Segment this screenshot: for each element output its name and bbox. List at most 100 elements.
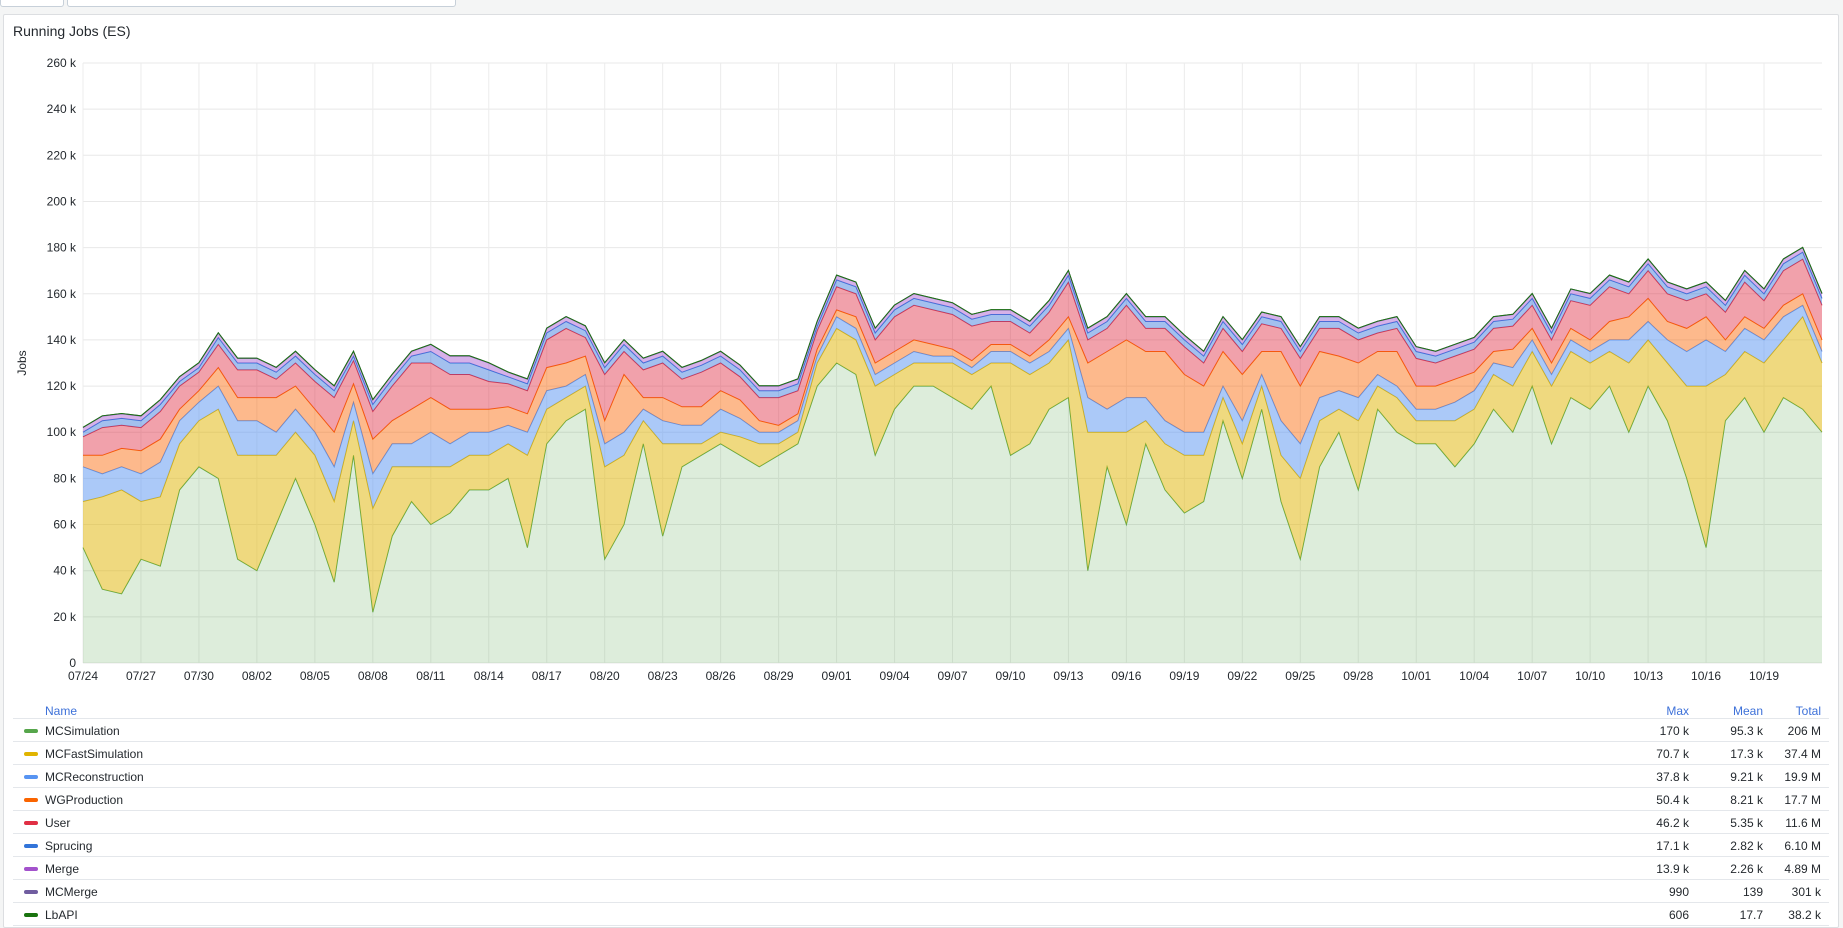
legend-row[interactable]: MCFastSimulation 70.7 k 17.3 k 37.4 M [13,742,1829,765]
x-tick-label: 10/07 [1517,669,1547,683]
legend-mean: 17.3 k [1730,747,1763,761]
x-tick-label: 08/14 [474,669,504,683]
y-tick-label: 160 k [47,287,77,301]
x-tick-label: 08/05 [300,669,330,683]
x-tick-label: 09/04 [880,669,910,683]
y-tick-label: 240 k [47,102,77,116]
legend-total: 38.2 k [1788,908,1821,922]
area-wgproduction [83,293,1822,474]
x-tick-label: 09/28 [1343,669,1373,683]
legend-row[interactable]: MCReconstruction 37.8 k 9.21 k 19.9 M [13,765,1829,788]
x-tick-label: 08/26 [706,669,736,683]
x-tick-label: 08/23 [648,669,678,683]
legend-header-mean[interactable]: Mean [1732,704,1763,718]
x-tick-label: 08/20 [590,669,620,683]
legend-header: Name Max Mean Total [13,699,1829,719]
legend-mean: 5.35 k [1730,816,1763,830]
search-input[interactable] [67,0,456,7]
x-tick-label: 09/16 [1111,669,1141,683]
x-tick-label: 10/16 [1691,669,1721,683]
line-user [82,258,1823,438]
legend-max: 606 [1668,908,1689,922]
chart-panel: Running Jobs (ES) 0 20 k 40 k 60 k 80 k 100 k… [3,14,1839,928]
y-tick-label: 40 k [53,564,77,578]
legend-series-name[interactable]: MCReconstruction [45,770,144,784]
area-mcreconstruction [83,305,1822,509]
legend-row[interactable]: LbAPI 606 17.7 38.2 k [13,903,1829,926]
legend-max: 990 [1668,885,1689,899]
x-tick-label: 09/10 [995,669,1025,683]
line-lbapi [82,246,1823,428]
legend-total: 301 k [1791,885,1821,899]
legend-series-name[interactable]: Merge [45,862,80,876]
legend-series-name[interactable]: User [45,816,71,830]
area-mcsimulation [83,363,1822,663]
line-wgproduction [83,293,1823,456]
y-tick-label: 180 k [47,241,77,255]
legend-row[interactable]: Sprucing 17.1 k 2.82 k 6.10 M [13,834,1829,857]
legend-total: 37.4 M [1784,747,1821,761]
x-tick-label: 08/11 [416,669,445,683]
legend-total: 17.7 M [1784,793,1821,807]
x-tick-label: 08/29 [764,669,794,683]
x-tick-label: 09/19 [1169,669,1199,683]
legend-max: 170 k [1659,724,1689,738]
legend-swatch [24,867,38,871]
legend-header-max[interactable]: Max [1666,704,1689,718]
legend-row[interactable]: User 46.2 k 5.35 k 11.6 M [13,811,1829,834]
x-tick-label: 07/27 [126,669,156,683]
legend-row[interactable]: MCSimulation 170 k 95.3 k 206 M [13,719,1829,742]
y-tick-label: 100 k [47,425,77,439]
top-toolbar [0,0,1843,12]
legend-header-name[interactable]: Name [45,704,78,718]
panel-title[interactable]: Running Jobs (ES) [13,23,131,39]
legend-swatch [24,913,38,917]
legend-swatch [24,752,38,756]
area-sprucing [83,252,1822,437]
legend-swatch [24,821,38,825]
stacked-area-chart: 0 20 k 40 k 60 k 80 k 100 k 120 k 140 k 160 k 180… [15,56,1823,683]
legend-swatch [24,844,38,848]
line-sprucing [82,251,1823,433]
y-axis-label: Jobs [15,350,29,375]
legend-series-name[interactable]: Sprucing [45,839,93,853]
line-mcreconstruction [82,304,1823,476]
legend-mean: 95.3 k [1730,724,1763,738]
x-tick-label: 10/04 [1459,669,1489,683]
legend-series-name[interactable]: LbAPI [45,908,78,922]
legend-mean: 2.82 k [1730,839,1763,853]
legend-max: 17.1 k [1656,839,1689,853]
legend-row[interactable]: Merge 13.9 k 2.26 k 4.89 M [13,857,1829,880]
x-tick-label: 09/25 [1285,669,1315,683]
legend-series-name[interactable]: MCFastSimulation [45,747,144,761]
x-tick-label: 09/07 [937,669,967,683]
legend-series-name[interactable]: WGProduction [45,793,124,807]
x-tick-label: 07/24 [68,669,98,683]
legend-total: 206 M [1787,724,1821,738]
legend-swatch [24,729,38,733]
area-mcfastsimulation [83,316,1822,613]
legend-header-total[interactable]: Total [1795,704,1821,718]
x-tick-label: 07/30 [184,669,214,683]
legend-series-name[interactable]: MCMerge [45,885,98,899]
y-tick-label: 60 k [53,518,77,532]
legend-total: 19.9 M [1784,770,1821,784]
legend-mean: 9.21 k [1730,770,1763,784]
legend-row[interactable]: WGProduction 50.4 k 8.21 k 17.7 M [13,788,1829,811]
legend-swatch [24,890,38,894]
legend-total: 4.89 M [1784,862,1821,876]
y-tick-label: 0 [69,656,76,670]
legend-series-name[interactable]: MCSimulation [45,724,120,738]
x-tick-label: 09/13 [1053,669,1083,683]
x-tick-label: 10/10 [1575,669,1605,683]
legend-mean: 2.26 k [1730,862,1763,876]
y-tick-label: 80 k [53,471,77,485]
x-tick-label: 09/22 [1227,669,1257,683]
x-tick-label: 10/19 [1749,669,1779,683]
x-tick-label: 10/01 [1401,669,1431,683]
legend-max: 70.7 k [1656,747,1689,761]
legend-swatch [24,798,38,802]
y-tick-label: 140 k [47,333,77,347]
legend-row[interactable]: MCMerge 990 139 301 k [13,880,1829,903]
toolbar-button[interactable] [0,0,64,7]
